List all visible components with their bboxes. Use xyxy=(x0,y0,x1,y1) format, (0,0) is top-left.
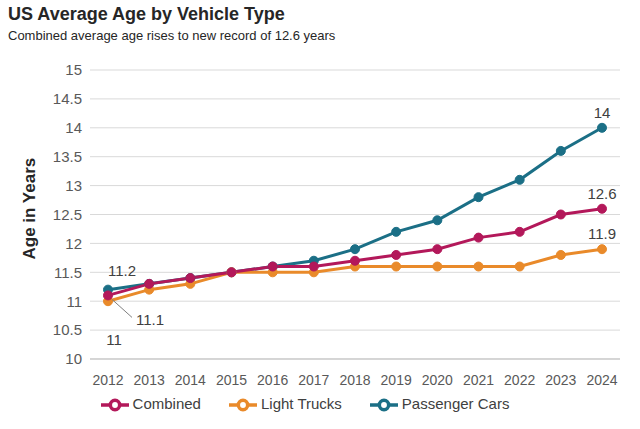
svg-text:11.1: 11.1 xyxy=(136,311,164,328)
svg-text:11: 11 xyxy=(106,331,122,348)
svg-text:14: 14 xyxy=(65,119,82,136)
svg-text:2012: 2012 xyxy=(92,372,123,388)
html-text:Passenger Cars: Passenger Cars xyxy=(401,395,510,412)
html-text:Combined: Combined xyxy=(132,395,201,412)
html-text:Combined average age rises to: Combined average age rises to new record… xyxy=(8,28,336,43)
svg-text:12: 12 xyxy=(65,235,82,252)
svg-text:13.5: 13.5 xyxy=(53,148,82,165)
svg-text:15: 15 xyxy=(65,61,82,78)
svg-text:2022: 2022 xyxy=(504,372,535,388)
svg-text:2023: 2023 xyxy=(545,372,576,388)
svg-text:2021: 2021 xyxy=(463,372,494,388)
svg-text:14.5: 14.5 xyxy=(53,90,82,107)
html-text:US Average Age by Vehicle Type: US Average Age by Vehicle Type xyxy=(8,4,285,24)
svg-text:2013: 2013 xyxy=(134,372,165,388)
svg-text:12.5: 12.5 xyxy=(53,206,82,223)
svg-text:2024: 2024 xyxy=(586,372,617,388)
svg-text:2016: 2016 xyxy=(257,372,288,388)
svg-text:10: 10 xyxy=(65,350,82,367)
svg-text:11.2: 11.2 xyxy=(108,262,136,279)
svg-text:11: 11 xyxy=(66,293,82,310)
svg-text:2017: 2017 xyxy=(298,372,329,388)
svg-text:Age in Years: Age in Years xyxy=(20,158,39,260)
svg-text:11.9: 11.9 xyxy=(588,225,616,242)
svg-text:10.5: 10.5 xyxy=(53,321,82,338)
svg-text:13: 13 xyxy=(65,177,82,194)
svg-text:12.6: 12.6 xyxy=(587,185,616,202)
svg-text:2014: 2014 xyxy=(175,372,206,388)
svg-text:2015: 2015 xyxy=(216,372,247,388)
svg-text:2018: 2018 xyxy=(339,372,370,388)
svg-text:14: 14 xyxy=(594,104,611,121)
svg-text:2019: 2019 xyxy=(381,372,412,388)
html-text:Light Trucks: Light Trucks xyxy=(261,395,342,412)
svg-text:11.5: 11.5 xyxy=(54,264,82,281)
svg-text:2020: 2020 xyxy=(422,372,453,388)
